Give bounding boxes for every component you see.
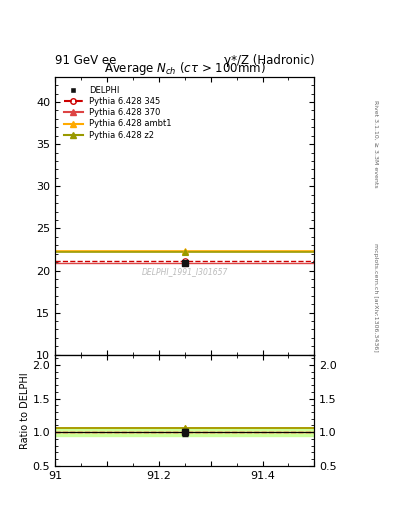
- Text: Rivet 3.1.10, ≥ 3.3M events: Rivet 3.1.10, ≥ 3.3M events: [373, 99, 378, 187]
- Text: DELPHI_1991_I301657: DELPHI_1991_I301657: [141, 267, 228, 276]
- Text: γ*/Z (Hadronic): γ*/Z (Hadronic): [224, 54, 314, 67]
- Y-axis label: Ratio to DELPHI: Ratio to DELPHI: [20, 372, 29, 449]
- Text: mcplots.cern.ch [arXiv:1306.3436]: mcplots.cern.ch [arXiv:1306.3436]: [373, 243, 378, 351]
- Text: 91 GeV ee: 91 GeV ee: [55, 54, 116, 67]
- Title: Average $N_{ch}$ ($c\tau$ > 100mm): Average $N_{ch}$ ($c\tau$ > 100mm): [104, 60, 266, 77]
- Bar: [55, 429, 314, 436]
- Legend: DELPHI, Pythia 6.428 345, Pythia 6.428 370, Pythia 6.428 ambt1, Pythia 6.428 z2: DELPHI, Pythia 6.428 345, Pythia 6.428 3…: [62, 84, 174, 142]
